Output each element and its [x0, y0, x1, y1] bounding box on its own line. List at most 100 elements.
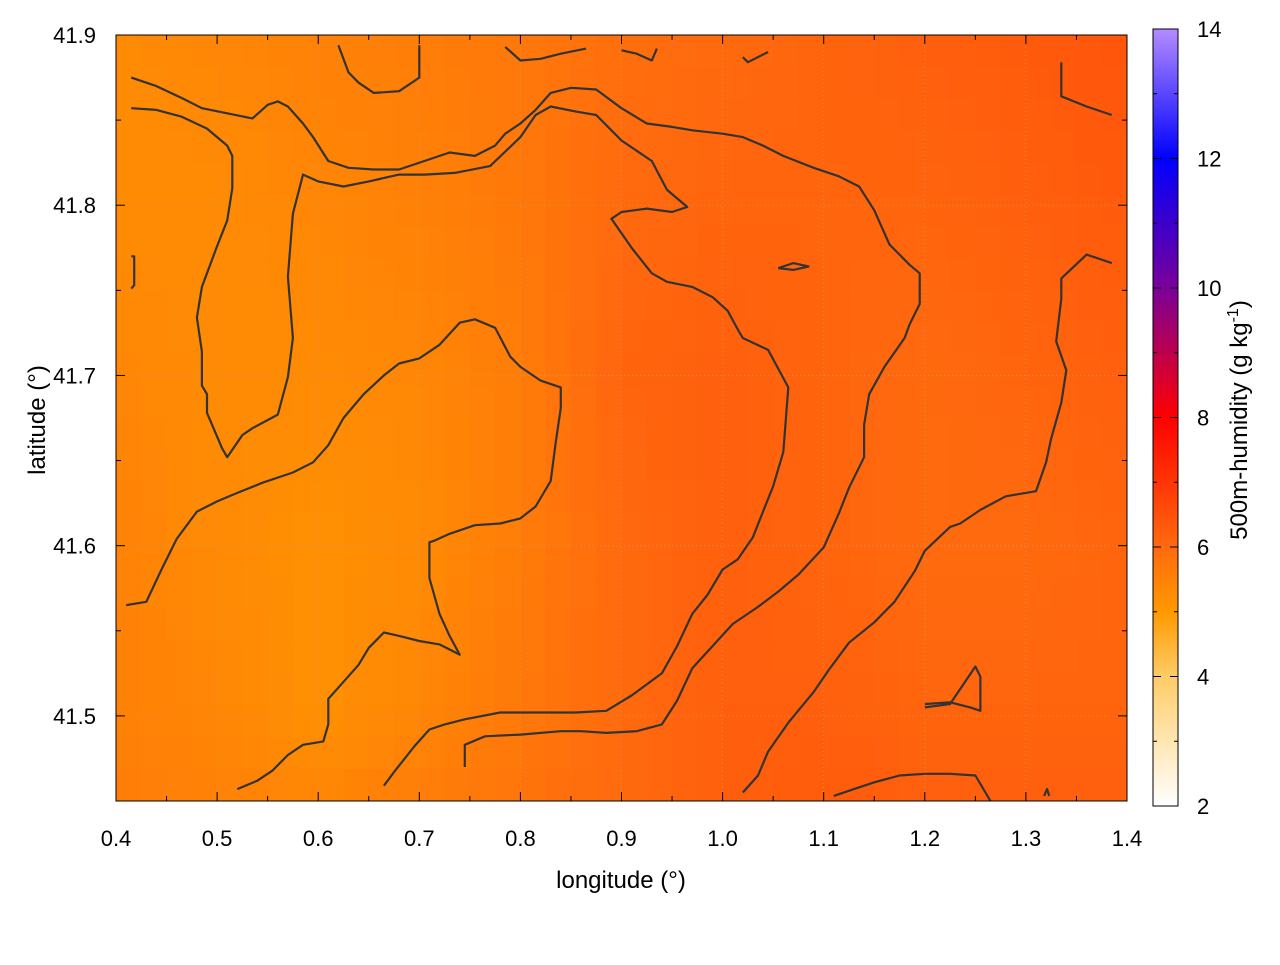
contour-line	[504, 46, 587, 62]
heatmap-cell	[292, 769, 319, 801]
heatmap-cell	[798, 673, 825, 707]
heatmap-cell	[217, 609, 244, 643]
heatmap-cell	[1076, 322, 1103, 355]
heatmap-cell	[848, 35, 876, 68]
heatmap-cell	[874, 354, 901, 387]
heatmap-cell	[191, 322, 218, 355]
heatmap-cell	[116, 545, 143, 579]
heatmap-cell	[141, 194, 168, 228]
heatmap-cell	[444, 354, 471, 387]
heatmap-cell	[1000, 162, 1027, 196]
heatmap-cell	[1076, 226, 1103, 260]
heatmap-cell	[950, 226, 977, 260]
heatmap-cell	[646, 737, 673, 770]
heatmap-cell	[318, 322, 345, 355]
heatmap-cell	[646, 609, 673, 643]
heatmap-cell	[848, 130, 876, 164]
heatmap-cell	[1025, 513, 1052, 547]
heatmap-cell	[444, 609, 471, 643]
heatmap-cell	[242, 481, 269, 515]
heatmap-cell	[267, 162, 294, 196]
heatmap-cell	[722, 481, 749, 515]
heatmap-cell	[318, 673, 345, 707]
heatmap-cell	[444, 418, 471, 451]
heatmap-cell	[621, 418, 648, 451]
heatmap-cell	[823, 226, 850, 260]
heatmap-cell	[217, 226, 244, 260]
heatmap-cell	[242, 609, 269, 643]
heatmap-cell	[343, 737, 370, 770]
heatmap-cell	[1076, 194, 1103, 228]
heatmap-cell	[570, 418, 598, 451]
heatmap-cell	[116, 322, 143, 355]
heatmap-cell	[166, 481, 193, 515]
heatmap-cell	[848, 98, 876, 132]
heatmap-cell	[975, 513, 1002, 547]
heatmap-cell	[646, 418, 673, 451]
heatmap-cell	[1051, 226, 1078, 260]
heatmap-cell	[747, 769, 774, 801]
heatmap-cell	[520, 386, 547, 419]
heatmap-cell	[1025, 705, 1052, 738]
heatmap-cell	[166, 705, 193, 738]
heatmap-cell	[570, 545, 598, 579]
heatmap-cell	[394, 513, 421, 547]
x-tick-label: 1.2	[910, 826, 941, 851]
heatmap-cell	[191, 577, 218, 611]
heatmap-cell	[596, 162, 623, 196]
heatmap-cell	[545, 98, 572, 132]
heatmap-cell	[924, 226, 951, 260]
heatmap-cell	[1000, 769, 1027, 801]
heatmap-cell	[874, 162, 901, 196]
heatmap-cell	[747, 386, 774, 419]
heatmap-cell	[899, 449, 926, 483]
heatmap-cell	[520, 98, 547, 132]
heatmap-cell	[1000, 449, 1027, 483]
heatmap-cell	[545, 545, 572, 579]
heatmap-cell	[848, 705, 876, 738]
heatmap-cell	[621, 386, 648, 419]
heatmap-cell	[646, 449, 673, 483]
colorbar-ticks: 2 4 6 8 10 12 14	[1153, 17, 1221, 819]
heatmap-cell	[1000, 641, 1027, 675]
heatmap-cell	[419, 258, 446, 292]
heatmap-cell	[495, 35, 522, 68]
heatmap-cell	[899, 418, 926, 451]
heatmap-cell	[899, 737, 926, 770]
heatmap-cell	[1076, 386, 1103, 419]
heatmap-cell	[1051, 577, 1078, 611]
heatmap-cell	[242, 35, 269, 68]
heatmap-cell	[318, 98, 345, 132]
heatmap-cell	[899, 258, 926, 292]
colorbar-label-main: 500m-humidity (g kg	[1226, 322, 1253, 539]
heatmap-cell	[495, 290, 522, 324]
heatmap-cell	[697, 481, 724, 515]
heatmap-cell	[191, 609, 218, 643]
axis-ticks	[115, 34, 1128, 802]
heatmap-cell	[773, 35, 800, 68]
heatmap-cell	[747, 609, 774, 643]
heatmap-cell	[318, 449, 345, 483]
heatmap-cell	[823, 673, 850, 707]
heatmap-cell	[1076, 577, 1103, 611]
heatmap-cell	[242, 226, 269, 260]
heatmap-cell	[1025, 418, 1052, 451]
heatmap-cell	[773, 98, 800, 132]
heatmap-cell	[292, 418, 319, 451]
heatmap-cell	[368, 641, 395, 675]
heatmap-cell	[191, 673, 218, 707]
heatmap-cell	[1101, 162, 1127, 196]
heatmap-cell	[848, 513, 876, 547]
colorbar-label-close: )	[1226, 300, 1253, 308]
heatmap-cell	[495, 322, 522, 355]
heatmap-cell	[823, 194, 850, 228]
heatmap-cell	[798, 418, 825, 451]
heatmap-cell	[1051, 737, 1078, 770]
heatmap-cell	[672, 705, 699, 738]
heatmap-cell	[1101, 258, 1127, 292]
heatmap-cell	[217, 290, 244, 324]
heatmap-cell	[141, 35, 168, 68]
heatmap-cell	[950, 641, 977, 675]
contour-line	[742, 51, 769, 64]
heatmap-cell	[292, 35, 319, 68]
